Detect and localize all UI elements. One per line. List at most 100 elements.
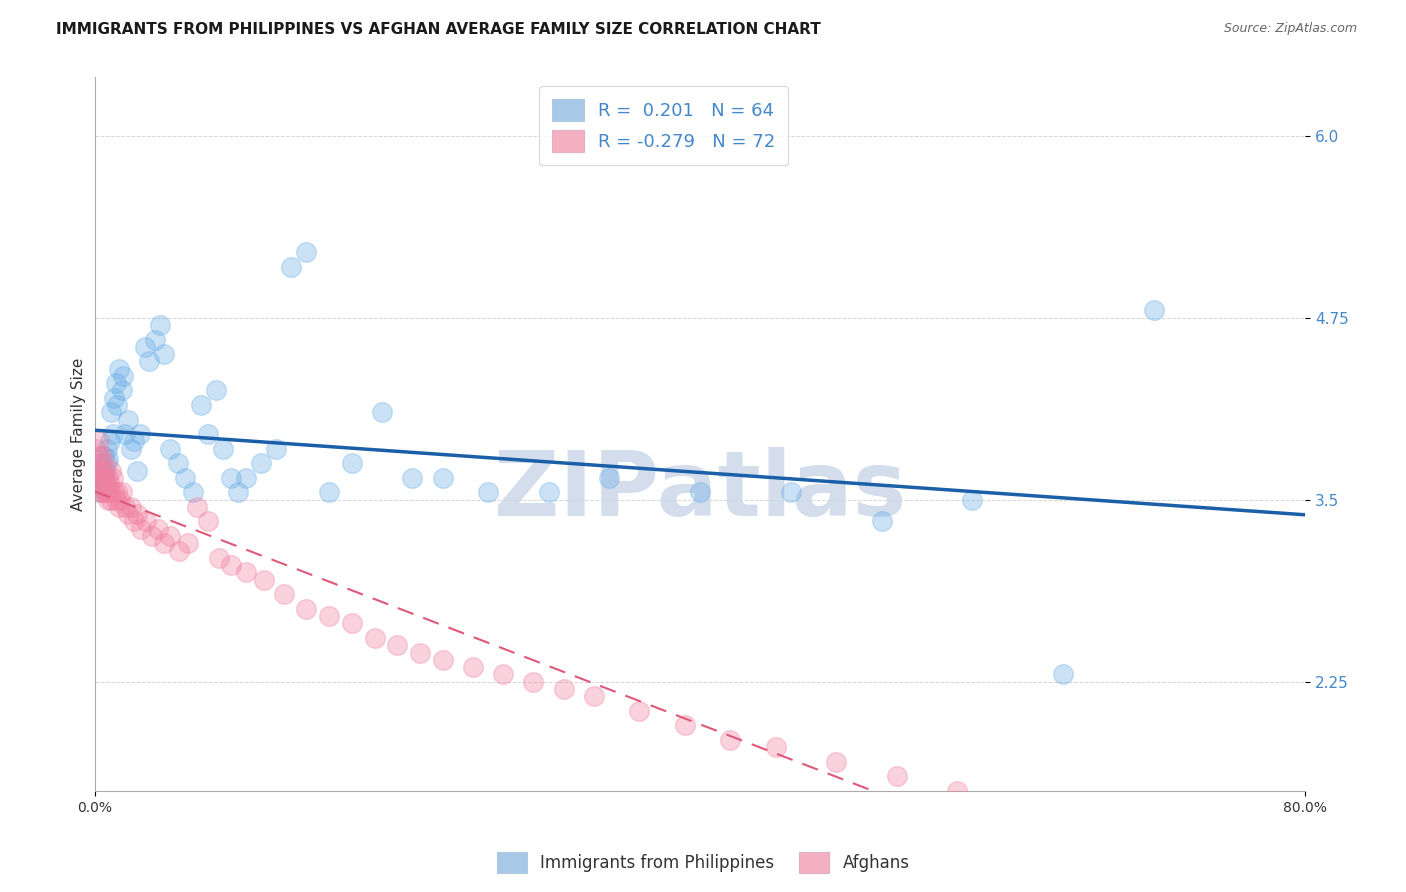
Point bbox=[100, 405, 122, 419]
Point bbox=[219, 558, 242, 573]
Point bbox=[295, 602, 318, 616]
Point bbox=[553, 681, 575, 696]
Point bbox=[107, 361, 129, 376]
Point bbox=[96, 485, 118, 500]
Point bbox=[93, 471, 115, 485]
Point bbox=[94, 464, 117, 478]
Point bbox=[100, 464, 122, 478]
Point bbox=[522, 674, 544, 689]
Point bbox=[87, 478, 110, 492]
Legend: R =  0.201   N = 64, R = -0.279   N = 72: R = 0.201 N = 64, R = -0.279 N = 72 bbox=[538, 87, 789, 165]
Point bbox=[280, 260, 302, 274]
Point bbox=[153, 347, 176, 361]
Point bbox=[598, 471, 620, 485]
Point bbox=[122, 434, 145, 449]
Point bbox=[946, 784, 969, 798]
Point bbox=[765, 740, 787, 755]
Point bbox=[91, 485, 114, 500]
Point bbox=[98, 485, 121, 500]
Point bbox=[492, 667, 515, 681]
Point bbox=[962, 492, 984, 507]
Point bbox=[104, 376, 127, 391]
Point bbox=[340, 616, 363, 631]
Point bbox=[91, 464, 114, 478]
Point bbox=[90, 485, 112, 500]
Point bbox=[110, 492, 132, 507]
Point bbox=[409, 646, 432, 660]
Point bbox=[131, 522, 153, 536]
Point bbox=[318, 485, 340, 500]
Point bbox=[96, 442, 118, 456]
Point bbox=[1067, 813, 1090, 827]
Point bbox=[103, 485, 125, 500]
Point bbox=[235, 566, 257, 580]
Point bbox=[174, 471, 197, 485]
Point bbox=[273, 587, 295, 601]
Point bbox=[138, 354, 160, 368]
Point bbox=[96, 478, 118, 492]
Point bbox=[159, 442, 181, 456]
Point bbox=[208, 550, 231, 565]
Point bbox=[97, 451, 120, 466]
Point bbox=[228, 485, 250, 500]
Point bbox=[90, 475, 112, 490]
Point bbox=[870, 515, 893, 529]
Point bbox=[98, 478, 121, 492]
Point bbox=[93, 456, 115, 470]
Point bbox=[90, 456, 112, 470]
Y-axis label: Average Family Size: Average Family Size bbox=[72, 358, 86, 511]
Point bbox=[387, 638, 409, 652]
Point bbox=[1007, 798, 1029, 813]
Point bbox=[98, 434, 121, 449]
Point bbox=[100, 492, 122, 507]
Point bbox=[628, 704, 651, 718]
Point bbox=[134, 340, 156, 354]
Point bbox=[94, 464, 117, 478]
Point bbox=[886, 769, 908, 783]
Point bbox=[235, 471, 257, 485]
Point bbox=[432, 471, 454, 485]
Point bbox=[264, 442, 287, 456]
Point bbox=[153, 536, 176, 550]
Point bbox=[253, 573, 276, 587]
Point bbox=[86, 464, 108, 478]
Point bbox=[141, 529, 163, 543]
Point bbox=[125, 464, 148, 478]
Point bbox=[1143, 303, 1166, 318]
Point bbox=[112, 368, 135, 383]
Point bbox=[87, 434, 110, 449]
Point bbox=[122, 515, 145, 529]
Point bbox=[91, 467, 114, 481]
Point bbox=[107, 500, 129, 514]
Point bbox=[117, 412, 139, 426]
Point bbox=[111, 485, 134, 500]
Point bbox=[401, 471, 423, 485]
Point bbox=[212, 442, 235, 456]
Text: Source: ZipAtlas.com: Source: ZipAtlas.com bbox=[1223, 22, 1357, 36]
Point bbox=[143, 333, 166, 347]
Point bbox=[825, 755, 848, 769]
Point bbox=[104, 492, 127, 507]
Point bbox=[94, 485, 117, 500]
Point bbox=[96, 456, 118, 470]
Point bbox=[93, 449, 115, 463]
Point bbox=[582, 689, 605, 703]
Point bbox=[166, 456, 188, 470]
Legend: Immigrants from Philippines, Afghans: Immigrants from Philippines, Afghans bbox=[489, 846, 917, 880]
Point bbox=[477, 485, 499, 500]
Point bbox=[84, 442, 107, 456]
Point bbox=[84, 471, 107, 485]
Point bbox=[87, 456, 110, 470]
Point bbox=[91, 449, 114, 463]
Point bbox=[86, 464, 108, 478]
Point bbox=[97, 492, 120, 507]
Point bbox=[318, 609, 340, 624]
Point bbox=[86, 449, 108, 463]
Text: ZIPatlas: ZIPatlas bbox=[494, 447, 905, 535]
Point bbox=[87, 471, 110, 485]
Point bbox=[91, 460, 114, 475]
Text: IMMIGRANTS FROM PHILIPPINES VS AFGHAN AVERAGE FAMILY SIZE CORRELATION CHART: IMMIGRANTS FROM PHILIPPINES VS AFGHAN AV… bbox=[56, 22, 821, 37]
Point bbox=[97, 471, 120, 485]
Point bbox=[135, 515, 157, 529]
Point bbox=[673, 718, 696, 732]
